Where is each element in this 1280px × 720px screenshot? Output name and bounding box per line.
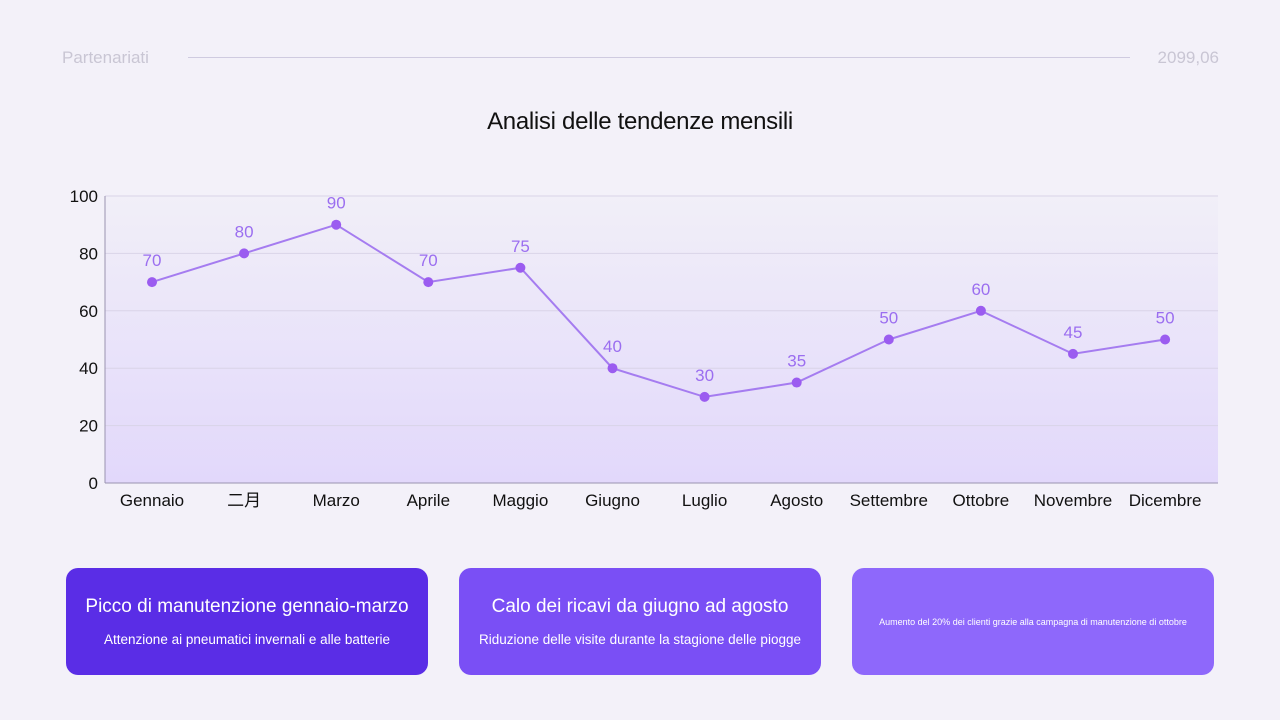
header-right-label: 2099,06 [1157,48,1219,67]
y-tick-label: 40 [79,359,98,378]
data-point [791,377,802,388]
insight-card-1-subtitle: Attenzione ai pneumatici invernali e all… [104,632,390,647]
y-tick-label: 100 [70,187,98,206]
insight-card-1-title: Picco di manutenzione gennaio-marzo [85,596,409,617]
insight-card-3: Aumento del 20% dei clienti grazie alla … [852,568,1214,675]
data-point [515,262,526,273]
data-label: 45 [1064,323,1083,342]
chart-title: Analisi delle tendenze mensili [487,108,793,135]
x-tick-label: Settembre [850,491,928,510]
x-tick-label: 二月 [227,491,261,510]
data-label: 80 [235,222,254,241]
y-tick-label: 0 [89,474,98,493]
insight-card-1: Picco di manutenzione gennaio-marzo Atte… [66,568,428,675]
insight-card-2: Calo dei ricavi da giugno ad agosto Ridu… [459,568,821,675]
x-tick-label: Ottobre [953,491,1010,510]
x-tick-label: Dicembre [1129,491,1202,510]
data-point [1068,348,1078,359]
x-tick-label: Maggio [493,491,549,510]
x-tick-label: Agosto [770,491,823,510]
data-label: 60 [971,280,990,299]
data-point [883,334,894,345]
insight-card-3-subtitle: Aumento del 20% dei clienti grazie alla … [879,616,1187,627]
insight-card-2-subtitle: Riduzione delle visite durante la stagio… [479,632,801,647]
x-tick-label: Marzo [313,491,360,510]
data-label: 50 [879,309,898,328]
data-point [423,277,434,288]
line-chart: 0 20 40 60 80 100 Gennaio 二月 Marzo Aprile Maggio Gi… [70,187,1218,510]
data-label: 50 [1156,309,1175,328]
y-tick-label: 20 [79,417,98,436]
data-point [699,391,710,402]
x-tick-label: Novembre [1034,491,1112,510]
x-tick-label: Luglio [682,491,727,510]
header-left-label: Partenariati [62,48,149,67]
data-label: 70 [419,251,438,270]
header-divider [188,57,1130,58]
x-tick-label: Aprile [407,491,450,510]
data-label: 40 [603,337,622,356]
data-label: 30 [695,366,714,385]
data-point [1160,334,1171,345]
y-tick-label: 80 [79,244,98,263]
x-tick-label: Gennaio [120,491,184,510]
data-point [975,305,986,316]
data-label: 75 [511,237,530,256]
data-point [331,219,342,230]
data-label: 90 [327,194,346,213]
series-line [151,223,1166,398]
data-point [607,363,618,374]
data-point [239,248,250,259]
plot-area [105,196,1218,483]
insight-card-2-title: Calo dei ricavi da giugno ad agosto [491,596,789,617]
y-tick-label: 60 [79,302,98,321]
data-point [147,277,157,288]
x-tick-label: Giugno [585,491,640,510]
data-label: 70 [143,251,162,270]
data-label: 35 [787,352,806,371]
